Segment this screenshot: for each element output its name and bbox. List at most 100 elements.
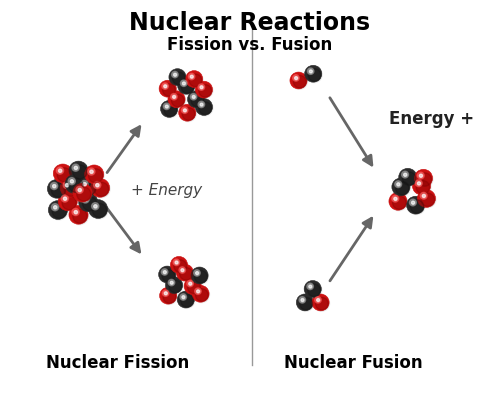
Circle shape xyxy=(180,294,194,307)
Circle shape xyxy=(400,170,417,187)
Circle shape xyxy=(189,74,202,86)
Circle shape xyxy=(414,178,431,195)
Circle shape xyxy=(162,83,168,89)
Circle shape xyxy=(418,182,420,185)
Circle shape xyxy=(294,75,306,88)
Circle shape xyxy=(163,290,176,303)
Circle shape xyxy=(392,195,398,202)
Circle shape xyxy=(74,185,92,202)
Circle shape xyxy=(49,181,67,198)
Circle shape xyxy=(404,173,407,176)
Circle shape xyxy=(196,83,213,99)
Circle shape xyxy=(78,193,98,212)
Circle shape xyxy=(188,282,192,285)
Circle shape xyxy=(162,270,175,282)
Circle shape xyxy=(76,187,91,201)
Circle shape xyxy=(395,181,402,187)
Circle shape xyxy=(158,266,176,283)
Circle shape xyxy=(76,186,83,193)
Circle shape xyxy=(178,77,195,94)
Circle shape xyxy=(173,259,180,266)
Circle shape xyxy=(160,287,176,304)
Circle shape xyxy=(180,106,196,121)
Circle shape xyxy=(86,166,104,184)
Circle shape xyxy=(186,279,202,295)
Circle shape xyxy=(416,180,422,187)
Circle shape xyxy=(96,184,99,187)
Circle shape xyxy=(78,188,82,192)
Circle shape xyxy=(397,183,400,186)
Circle shape xyxy=(198,84,204,90)
Circle shape xyxy=(60,193,78,211)
Circle shape xyxy=(316,299,320,301)
Circle shape xyxy=(78,178,97,196)
Circle shape xyxy=(308,69,321,81)
Circle shape xyxy=(177,291,194,308)
Circle shape xyxy=(54,165,73,183)
Circle shape xyxy=(188,73,195,80)
Circle shape xyxy=(69,206,88,224)
Circle shape xyxy=(308,68,314,74)
Circle shape xyxy=(163,271,166,274)
Circle shape xyxy=(82,196,97,211)
Circle shape xyxy=(160,101,178,117)
Circle shape xyxy=(168,91,185,108)
Circle shape xyxy=(62,196,76,210)
Circle shape xyxy=(196,289,208,301)
Circle shape xyxy=(182,107,188,114)
Circle shape xyxy=(422,194,426,198)
Circle shape xyxy=(56,167,64,174)
Circle shape xyxy=(159,80,176,97)
Circle shape xyxy=(72,164,80,171)
Circle shape xyxy=(420,174,422,177)
Circle shape xyxy=(310,70,312,73)
Circle shape xyxy=(418,189,436,208)
Circle shape xyxy=(69,161,88,180)
Circle shape xyxy=(58,192,78,211)
Circle shape xyxy=(94,182,108,196)
Circle shape xyxy=(79,179,98,197)
Circle shape xyxy=(94,182,101,189)
Circle shape xyxy=(178,292,195,309)
Circle shape xyxy=(418,173,432,186)
Circle shape xyxy=(198,101,204,108)
Circle shape xyxy=(307,283,314,290)
Circle shape xyxy=(194,270,207,283)
Circle shape xyxy=(81,180,88,187)
Circle shape xyxy=(60,178,79,197)
Circle shape xyxy=(84,198,87,201)
Circle shape xyxy=(196,100,213,116)
Circle shape xyxy=(66,184,68,187)
Circle shape xyxy=(179,79,196,95)
Circle shape xyxy=(182,108,195,120)
Circle shape xyxy=(61,195,68,202)
Circle shape xyxy=(170,70,186,86)
Circle shape xyxy=(393,179,410,196)
Circle shape xyxy=(73,183,92,202)
Circle shape xyxy=(188,91,204,108)
Circle shape xyxy=(187,72,203,88)
Circle shape xyxy=(178,104,196,121)
Circle shape xyxy=(186,71,202,88)
Circle shape xyxy=(84,165,103,184)
Text: Nuclear Fusion: Nuclear Fusion xyxy=(284,354,422,372)
Circle shape xyxy=(416,180,430,194)
Circle shape xyxy=(299,297,306,303)
Circle shape xyxy=(412,201,414,204)
Circle shape xyxy=(52,204,66,219)
Circle shape xyxy=(184,109,186,112)
Circle shape xyxy=(421,193,434,206)
Circle shape xyxy=(175,261,178,264)
Circle shape xyxy=(194,288,201,294)
Circle shape xyxy=(308,284,320,296)
Circle shape xyxy=(394,197,397,200)
Circle shape xyxy=(290,72,307,89)
Circle shape xyxy=(316,298,328,310)
Circle shape xyxy=(50,202,68,220)
Circle shape xyxy=(73,209,87,223)
Circle shape xyxy=(166,277,182,294)
Circle shape xyxy=(196,81,212,98)
Text: Energy +: Energy + xyxy=(388,110,474,129)
Circle shape xyxy=(191,267,208,284)
Circle shape xyxy=(62,180,80,198)
